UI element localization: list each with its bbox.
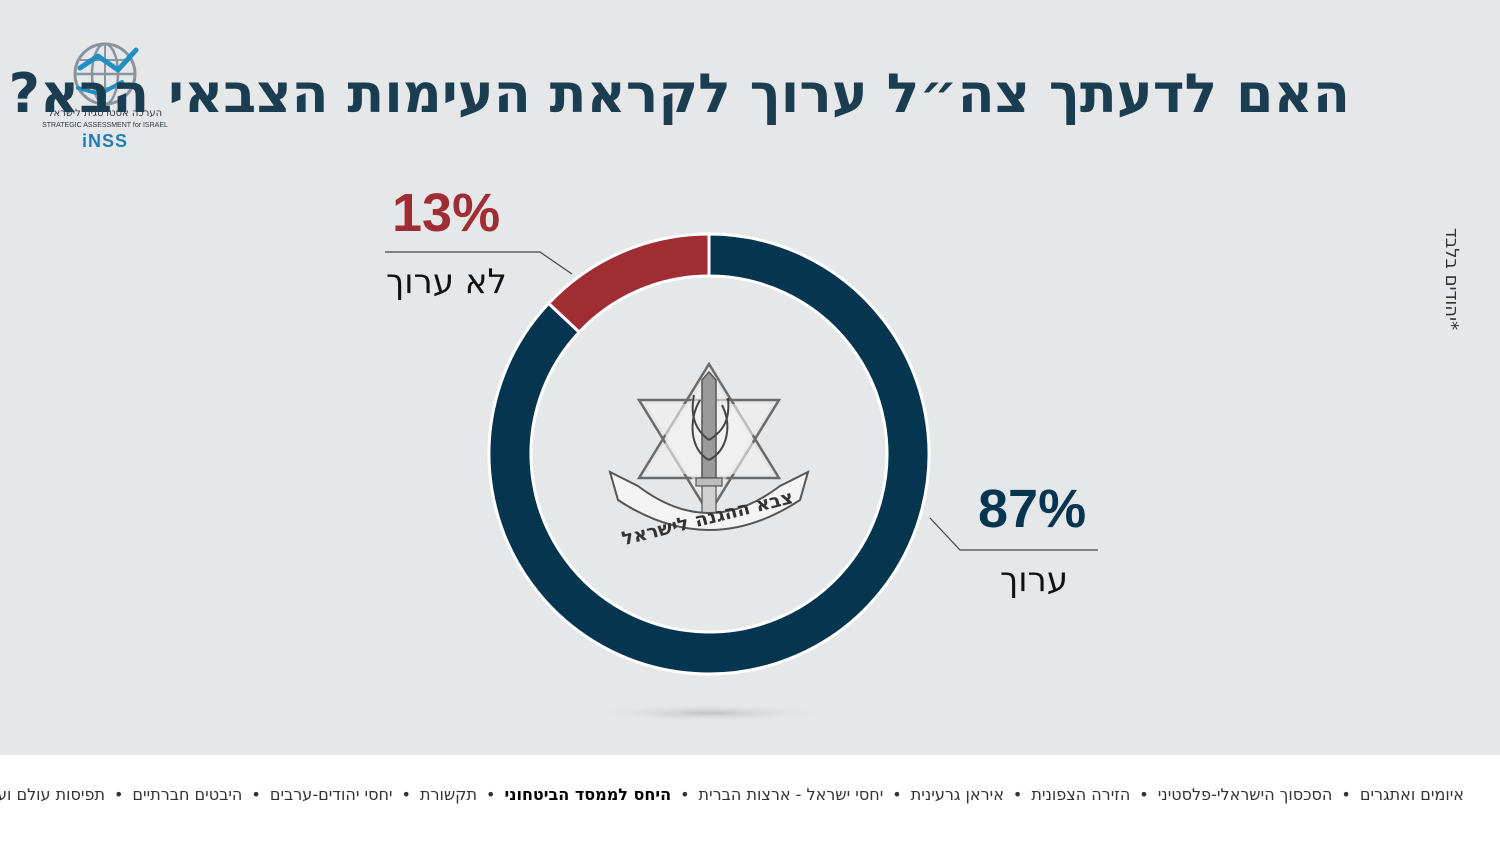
footer-separator: • bbox=[680, 785, 690, 804]
logo-hebrew-text: הערכה אסטרטגית לישראל bbox=[47, 108, 163, 119]
topics-footer: איומים ואתגרים • הסכסוך הישראלי-פלסטיני • הז… bbox=[0, 755, 1500, 844]
slice-label-ready-value: 87% bbox=[978, 479, 1087, 539]
donut-slice-1 bbox=[546, 232, 711, 335]
leader-line-not-ready bbox=[385, 251, 573, 275]
footer-separator: • bbox=[113, 785, 124, 804]
footer-topic-3[interactable]: איראן גרעינית bbox=[910, 785, 1004, 804]
footer-separator: • bbox=[486, 785, 496, 804]
donut-slice-0 bbox=[487, 232, 931, 676]
footer-topic-9[interactable]: תפיסות עולם וערכים bbox=[0, 785, 105, 804]
footer-topic-7[interactable]: יחסי יהודים-ערבים bbox=[269, 785, 393, 804]
footer-topic-1[interactable]: הסכסוך הישראלי-פלסטיני bbox=[1157, 785, 1333, 804]
footer-topic-0[interactable]: איומים ואתגרים bbox=[1359, 785, 1464, 804]
side-note: *יהודים בלבד bbox=[1441, 227, 1462, 330]
slice-label-not-ready-name: לא ערוך bbox=[386, 262, 507, 302]
footer-topic-5[interactable]: היחס לממסד הביטחוני bbox=[504, 785, 672, 804]
topics-nav: איומים ואתגרים • הסכסוך הישראלי-פלסטיני • הז… bbox=[0, 785, 1464, 804]
idf-emblem-icon bbox=[608, 361, 810, 531]
footer-topic-8[interactable]: היבטים חברתיים bbox=[132, 785, 243, 804]
footer-separator: • bbox=[251, 785, 261, 804]
inss-logo: הערכה אסטרטגית לישראל STRATEGIC ASSESSME… bbox=[40, 40, 170, 155]
footer-separator: • bbox=[1012, 785, 1023, 804]
chart-shadow bbox=[592, 704, 828, 722]
globe-icon bbox=[73, 42, 139, 106]
leader-line-ready bbox=[929, 517, 1098, 551]
slice-label-ready-name: ערוך bbox=[1000, 560, 1068, 600]
footer-separator: • bbox=[1341, 785, 1351, 804]
footer-topic-6[interactable]: תקשורת bbox=[419, 785, 478, 804]
logo-brand-text: iNSS bbox=[81, 131, 128, 151]
footer-topic-2[interactable]: הזירה הצפונית bbox=[1031, 785, 1131, 804]
footer-topic-4[interactable]: יחסי ישראל - ארצות הברית bbox=[698, 785, 884, 804]
slice-label-not-ready-value: 13% bbox=[392, 183, 501, 243]
footer-separator: • bbox=[892, 785, 902, 804]
logo-english-text: STRATEGIC ASSESSMENT for ISRAEL bbox=[42, 122, 168, 129]
page-title: האם לדעתך צה״ל ערוך לקראת העימות הצבאי ה… bbox=[8, 62, 1350, 125]
footer-separator: • bbox=[401, 785, 411, 804]
footer-separator: • bbox=[1139, 785, 1149, 804]
donut-chart: צבא ההגנה לישראל bbox=[385, 232, 1098, 722]
